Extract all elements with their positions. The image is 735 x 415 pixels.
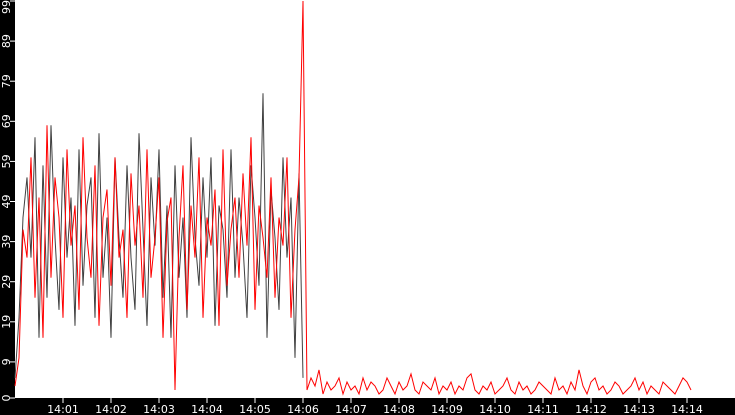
y-tick-label: 19 — [0, 315, 13, 329]
series-line-2 — [14, 0, 692, 396]
x-tick-label: 14:07 — [335, 403, 367, 415]
y-tick-label: 59 — [0, 154, 13, 168]
y-tick-label: 0 — [0, 395, 13, 402]
y-tick-label: 99 — [0, 0, 13, 14]
y-tick-label: 29 — [0, 275, 13, 289]
x-tick-label: 14:05 — [239, 403, 271, 415]
y-tick-label: 49 — [0, 195, 13, 209]
x-tick-label: 14:04 — [191, 403, 223, 415]
y-tick-label: 89 — [0, 34, 13, 48]
x-tick-label: 14:13 — [623, 403, 655, 415]
x-tick-label: 14:14 — [671, 403, 703, 415]
series-line-1 — [14, 93, 304, 378]
y-tick-label: 79 — [0, 74, 13, 88]
series-layer — [14, 0, 692, 396]
x-tick-label: 14:08 — [383, 403, 415, 415]
x-tick-label: 14:10 — [479, 403, 511, 415]
x-tick-label: 14:06 — [287, 403, 319, 415]
x-tick-label: 14:01 — [47, 403, 79, 415]
y-tick-label: 39 — [0, 235, 13, 249]
y-tick-label: 9 — [0, 358, 13, 365]
axes: 14:01 14:02 14:03 14:04 14:05 14:06 14:07 14:08… — [0, 0, 703, 415]
x-tick-label: 14:11 — [527, 403, 559, 415]
x-tick-label: 14:03 — [143, 403, 175, 415]
x-tick-label: 14:09 — [431, 403, 463, 415]
x-tick-label: 14:02 — [95, 403, 127, 415]
x-tick-label: 14:12 — [575, 403, 607, 415]
plot-area — [15, 0, 735, 398]
y-tick-label: 69 — [0, 114, 13, 128]
